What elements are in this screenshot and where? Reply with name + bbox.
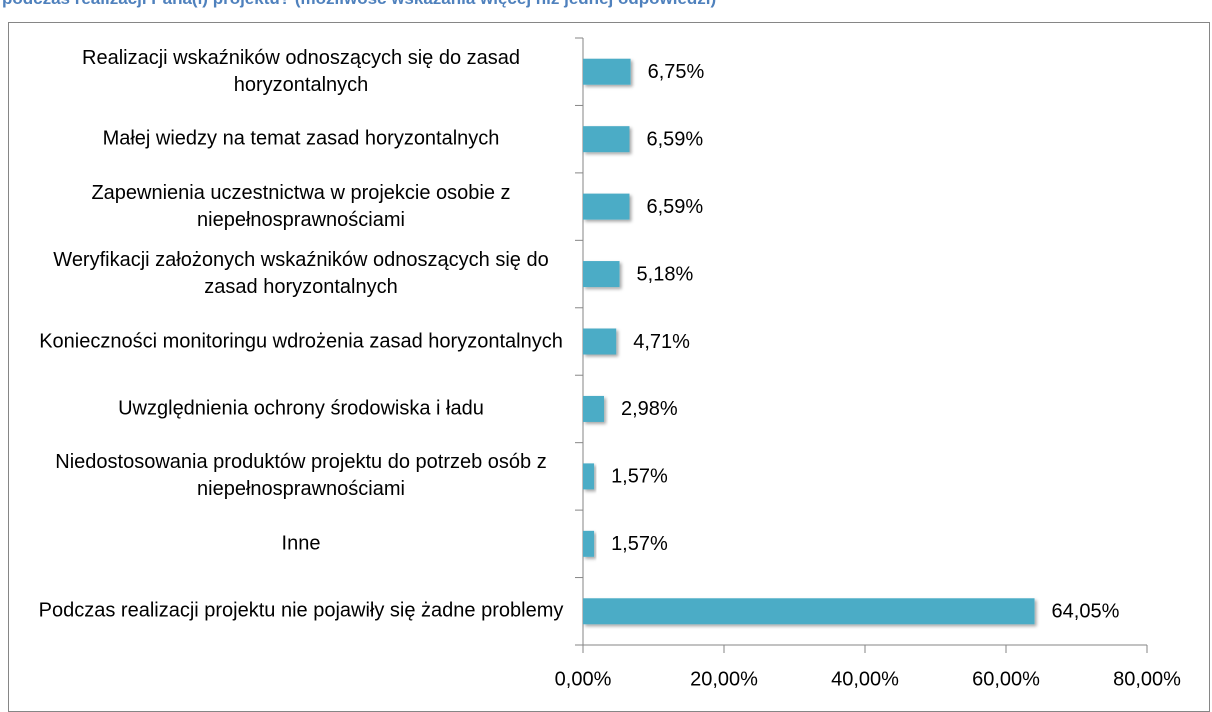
data-label: 1,57%	[611, 466, 668, 488]
chart-title: podczas realizacji Pana(i) projektu? (mo…	[2, 0, 716, 9]
x-tick-label: 80,00%	[1113, 668, 1181, 690]
bar	[583, 530, 595, 557]
data-label: 2,98%	[621, 398, 678, 420]
bar	[583, 126, 630, 153]
bar	[583, 261, 620, 288]
data-label: 5,18%	[637, 263, 694, 285]
bar	[583, 395, 605, 422]
bar	[583, 598, 1035, 625]
y-tick-label: Niedostosowania produktów projektu do po…	[55, 451, 547, 501]
x-tick-label: 0,00%	[555, 668, 612, 690]
y-tick-label: Uwzględnienia ochrony środowiska i ładu	[118, 397, 484, 420]
bar	[583, 328, 617, 355]
data-label: 1,57%	[611, 533, 668, 555]
y-tick-label: Podczas realizacji projektu nie pojawiły…	[38, 599, 564, 622]
bar	[583, 58, 631, 85]
data-label: 6,59%	[646, 196, 703, 218]
data-label: 4,71%	[633, 331, 690, 353]
y-tick-label: Realizacji wskaźników odnoszących się do…	[82, 46, 520, 96]
y-tick-label: Weryfikacji założonych wskaźników odnosz…	[53, 249, 549, 299]
x-tick-label: 20,00%	[690, 668, 758, 690]
data-label: 64,05%	[1052, 601, 1120, 623]
x-tick-label: 40,00%	[831, 668, 899, 690]
y-tick-label: Małej wiedzy na temat zasad horyzontalny…	[102, 127, 500, 150]
data-label: 6,59%	[646, 128, 703, 150]
y-tick-label: Zapewnienia uczestnictwa w projekcie oso…	[91, 181, 511, 231]
bar	[583, 193, 630, 220]
bar	[583, 463, 595, 490]
data-label: 6,75%	[648, 61, 705, 83]
x-tick-label: 60,00%	[972, 668, 1040, 690]
y-tick-label: Inne	[281, 532, 321, 555]
y-tick-label: Konieczności monitoringu wdrożenia zasad…	[39, 330, 563, 352]
